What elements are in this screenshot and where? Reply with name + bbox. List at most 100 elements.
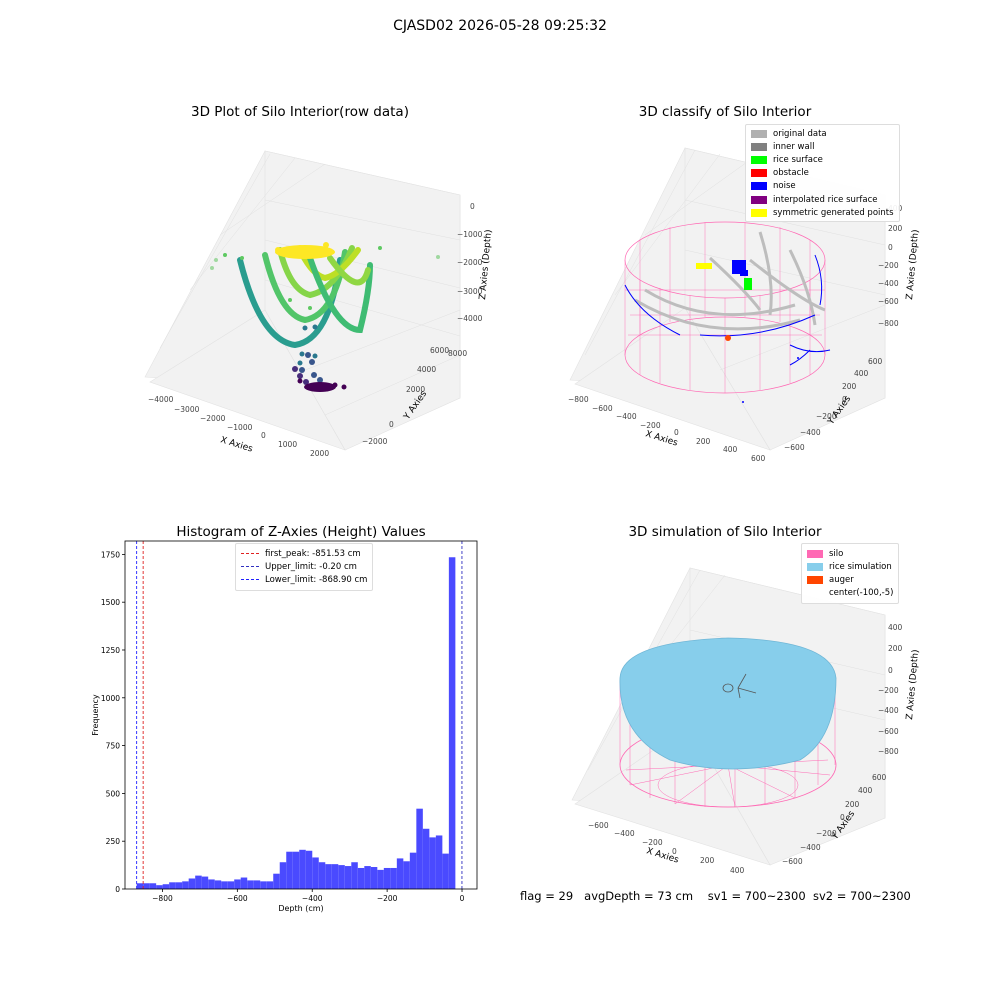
legend-entry: interpolated rice surface <box>751 193 894 206</box>
histogram-bar <box>377 869 384 889</box>
p1-xtick: 2000 <box>310 449 329 458</box>
panel1-title: 3D Plot of Silo Interior(row data) <box>191 104 409 120</box>
histogram-bar <box>357 867 365 889</box>
histogram-bar <box>351 862 358 889</box>
legend-entry: center(-100,-5) <box>807 587 893 600</box>
p4-ytick: −200 <box>816 829 837 838</box>
p2-xtick: −800 <box>568 395 589 404</box>
p2-ytick: 0 <box>842 395 847 404</box>
p4-xtick: 200 <box>700 856 715 865</box>
histogram-ytick-label: 0 <box>115 885 120 894</box>
p2-ztick: −600 <box>878 297 899 306</box>
flag-text: flag = 29 <box>520 889 574 903</box>
swatch-auger <box>807 575 823 584</box>
histogram-chart: −800 −600 −400 −200 0 0 250 500 750 1000 1250 1500… <box>91 540 478 913</box>
swatch-noise <box>751 182 767 191</box>
histogram-ytick-label: 1250 <box>101 646 120 655</box>
p1-ztick: −1000 <box>457 230 483 239</box>
histogram-bar <box>312 857 319 889</box>
histogram-bar <box>370 867 378 889</box>
p1-ytick: 8000 <box>448 349 467 358</box>
histogram-ytick-label: 500 <box>106 789 121 798</box>
legend-entry: silo <box>807 547 893 560</box>
swatch-symmetric <box>751 208 767 217</box>
histogram-ylabel: Frequency <box>91 694 100 736</box>
histogram-bar <box>429 837 436 889</box>
histogram-bar <box>422 828 430 889</box>
histogram-bar <box>201 876 209 889</box>
legend-entry: original data <box>751 127 894 140</box>
p1-ztick: −4000 <box>457 314 483 323</box>
p4-ztick: −800 <box>878 747 899 756</box>
line-lower-limit <box>241 579 259 581</box>
p2-ytick: −400 <box>800 428 821 437</box>
panel4-title: 3D simulation of Silo Interior <box>628 524 822 540</box>
swatch-rice-surface <box>751 155 767 164</box>
swatch-inner-wall <box>751 142 767 151</box>
histogram-legend: first_peak: -851.53 cm Upper_limit: -0.2… <box>235 543 374 591</box>
panel4-3d-axes: −600 −400 −200 0 200 400 −600 −400 −200 … <box>571 567 921 875</box>
figure-title: CJASD02 2026-05-28 09:25:32 <box>393 18 607 34</box>
histogram-bar <box>416 808 423 889</box>
histogram-xtick-label: −200 <box>377 894 398 903</box>
p2-xtick: −600 <box>592 404 613 413</box>
histogram-bar <box>240 877 248 889</box>
p4-ytick: −600 <box>782 857 803 866</box>
p2-ytick: 200 <box>842 382 857 391</box>
histogram-bar <box>338 865 345 889</box>
histogram-title: Histogram of Z-Axies (Height) Values <box>176 524 426 540</box>
histogram-ytick-label: 250 <box>106 837 121 846</box>
panel2-legend: original data inner wall rice surface ob… <box>745 124 900 223</box>
histogram-xtick-label: −400 <box>302 894 323 903</box>
histogram-bar <box>403 861 410 889</box>
p2-ztick: −800 <box>878 319 899 328</box>
p4-zlabel: Z Axies (Depth) <box>905 649 921 720</box>
p4-ytick: 0 <box>840 813 845 822</box>
p1-xtick: −3000 <box>174 405 200 414</box>
legend-entry: symmetric generated points <box>751 206 894 219</box>
histogram-bar <box>221 881 228 889</box>
p2-ytick: 600 <box>868 357 883 366</box>
p2-ztick: 0 <box>888 243 893 252</box>
legend-entry: rice simulation <box>807 560 893 573</box>
histogram-bar <box>149 883 157 889</box>
histogram-bar <box>448 557 456 889</box>
p2-xtick: −200 <box>640 421 661 430</box>
histogram-bar <box>331 864 339 889</box>
p1-xtick: 1000 <box>278 440 297 449</box>
p1-xtick: 0 <box>261 431 266 440</box>
histogram-bar <box>175 882 183 889</box>
histogram-bar <box>234 879 241 889</box>
p4-ztick: −600 <box>878 727 899 736</box>
histogram-bar <box>143 883 150 889</box>
panel2-title: 3D classify of Silo Interior <box>638 104 812 120</box>
histogram-bar <box>214 880 222 889</box>
histogram-bar <box>409 852 417 889</box>
histogram-bar <box>169 882 176 889</box>
p4-ztick: 0 <box>888 666 893 675</box>
swatch-center <box>807 589 823 597</box>
histogram-bar <box>195 875 202 889</box>
p4-ytick: 200 <box>845 800 860 809</box>
p4-ztick: 400 <box>888 623 903 632</box>
p2-ztick: −400 <box>878 279 899 288</box>
legend-entry: obstacle <box>751 167 894 180</box>
swatch-original-data <box>751 129 767 138</box>
swatch-rice-simulation <box>807 562 823 571</box>
p4-xtick: −400 <box>614 829 635 838</box>
p2-xtick: 0 <box>674 428 679 437</box>
panel4-legend: silo rice simulation auger center(-100,-… <box>801 543 900 604</box>
histogram-bar <box>383 867 391 889</box>
histogram-bar <box>364 866 371 889</box>
p1-ytick: 6000 <box>430 346 449 355</box>
sv2-text: sv2 = 700~2300 <box>812 889 911 903</box>
histogram-bar <box>390 867 397 889</box>
p2-zlabel: Z Axies (Depth) <box>905 229 921 300</box>
histogram-bar <box>442 853 449 889</box>
legend-entry: rice surface <box>751 153 894 166</box>
histogram-xtick-label: −600 <box>227 894 248 903</box>
avg-depth-text: avgDepth = 73 cm <box>584 889 694 903</box>
histogram-bar <box>253 880 261 889</box>
histogram-bar <box>286 851 293 889</box>
line-upper-limit <box>241 566 259 568</box>
